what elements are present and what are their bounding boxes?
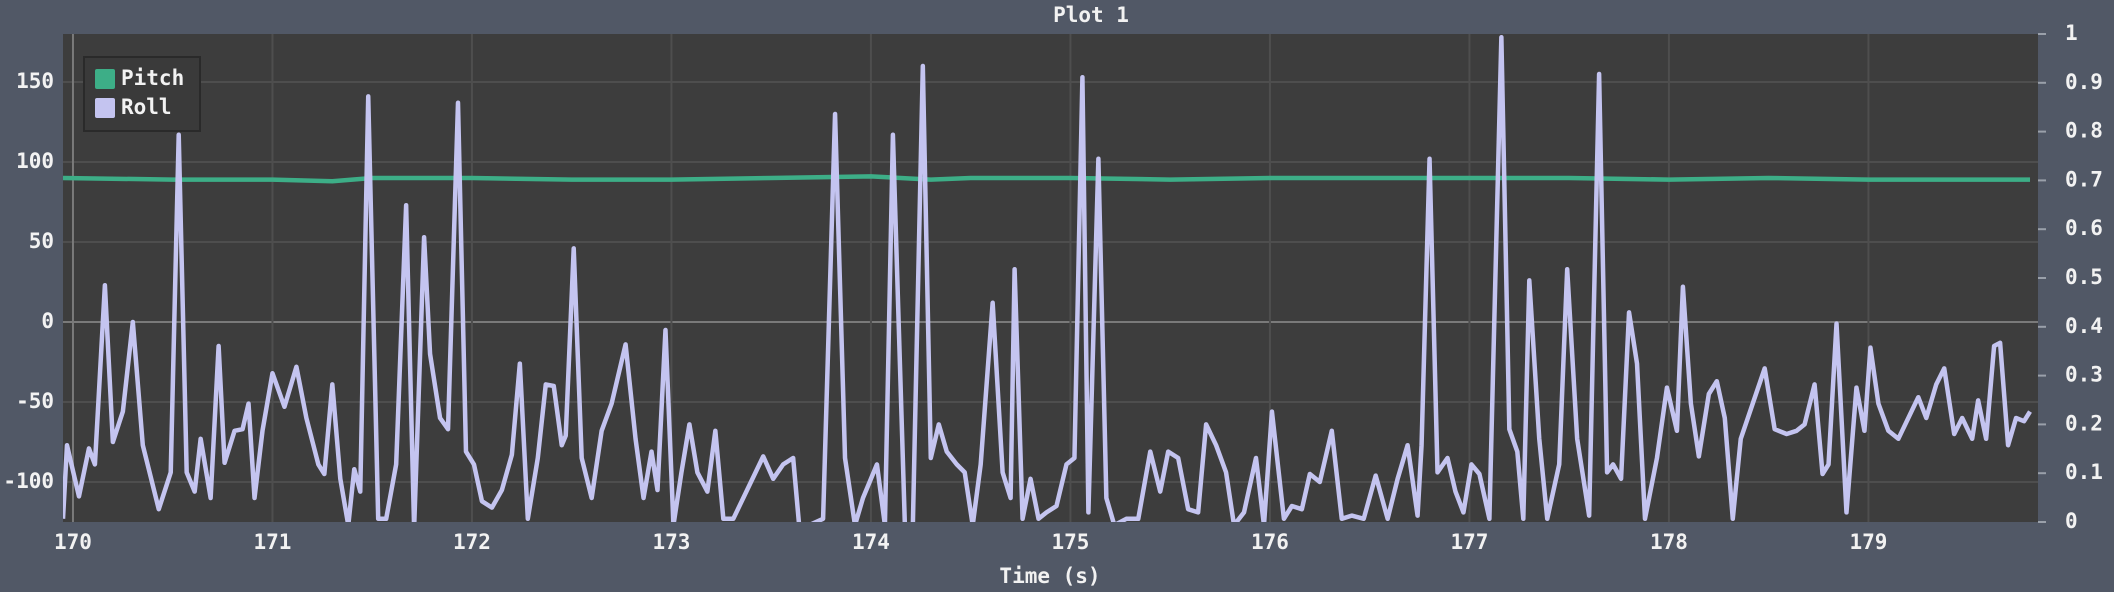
y-tick-label: -50	[16, 389, 54, 413]
x-tick-label: 170	[54, 530, 92, 554]
y-tick-label: -100	[3, 469, 54, 493]
grid	[63, 34, 2038, 522]
x-tick-label: 172	[453, 530, 491, 554]
series-line	[63, 174, 2031, 184]
y2-tick-label: 0.1	[2065, 460, 2103, 484]
y2-tick-label: 0.5	[2065, 265, 2103, 289]
chart-title: Plot 1	[1053, 3, 1129, 27]
y2-tick-label: 0.4	[2065, 314, 2103, 338]
legend-label: Roll	[121, 95, 172, 119]
y-tick-label: 150	[16, 69, 54, 93]
y-tick-label: 0	[41, 309, 54, 333]
y2-tick-label: 0.9	[2065, 70, 2103, 94]
plot-area	[63, 34, 2038, 522]
x-tick-label: 173	[652, 530, 690, 554]
legend-swatch	[95, 98, 115, 118]
y2-tick-label: 0.2	[2065, 411, 2103, 435]
y2-tick-label: 0.6	[2065, 216, 2103, 240]
y2-tick-label: 0	[2065, 509, 2078, 533]
series-line	[63, 34, 2032, 522]
x-tick-label: 174	[852, 530, 890, 554]
x-tick-label: 177	[1450, 530, 1488, 554]
x-tick-label: 175	[1051, 530, 1089, 554]
legend-label: Pitch	[121, 66, 184, 90]
x-tick-label: 178	[1650, 530, 1688, 554]
y2-tick-label: 0.3	[2065, 363, 2103, 387]
y2-tick-label: 1	[2065, 21, 2078, 45]
x-tick-label: 176	[1251, 530, 1289, 554]
y-tick-label: 100	[16, 149, 54, 173]
x-tick-label: 179	[1849, 530, 1887, 554]
y-tick-label: 50	[29, 229, 54, 253]
x-axis-label: Time (s)	[999, 564, 1100, 588]
y2-tick-label: 0.7	[2065, 167, 2103, 191]
y2-tick-label: 0.8	[2065, 119, 2103, 143]
x-tick-label: 171	[254, 530, 292, 554]
legend-swatch	[95, 69, 115, 89]
series-group	[63, 34, 2032, 522]
